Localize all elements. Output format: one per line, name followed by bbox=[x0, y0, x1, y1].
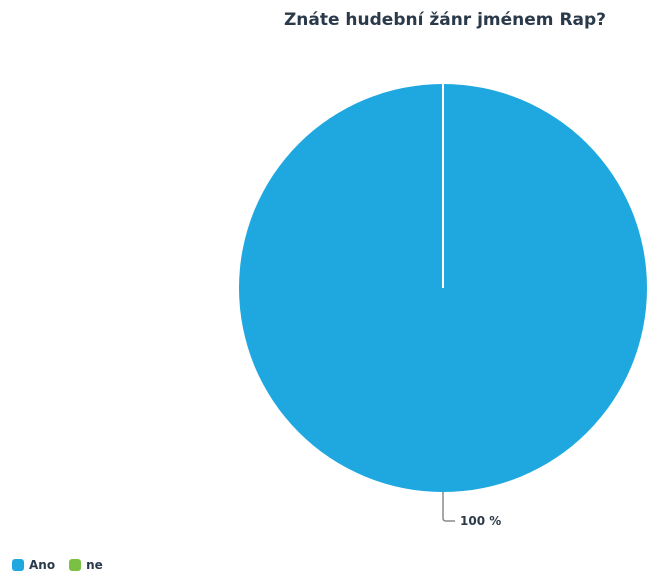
chart-title: Znáte hudební žánr jménem Rap? bbox=[283, 10, 607, 30]
legend-item-ano[interactable]: Ano bbox=[12, 558, 55, 572]
legend-label-ano: Ano bbox=[29, 558, 56, 572]
legend-swatch-ano bbox=[12, 559, 24, 571]
legend-item-ne[interactable]: ne bbox=[69, 558, 103, 572]
data-label-leader-line bbox=[442, 492, 455, 522]
data-label-ano: 100 % bbox=[460, 514, 501, 528]
legend-swatch-ne bbox=[69, 559, 82, 571]
legend: Ano ne bbox=[12, 558, 117, 572]
pie-slices bbox=[239, 84, 647, 492]
legend-label-ne: ne bbox=[86, 558, 103, 572]
